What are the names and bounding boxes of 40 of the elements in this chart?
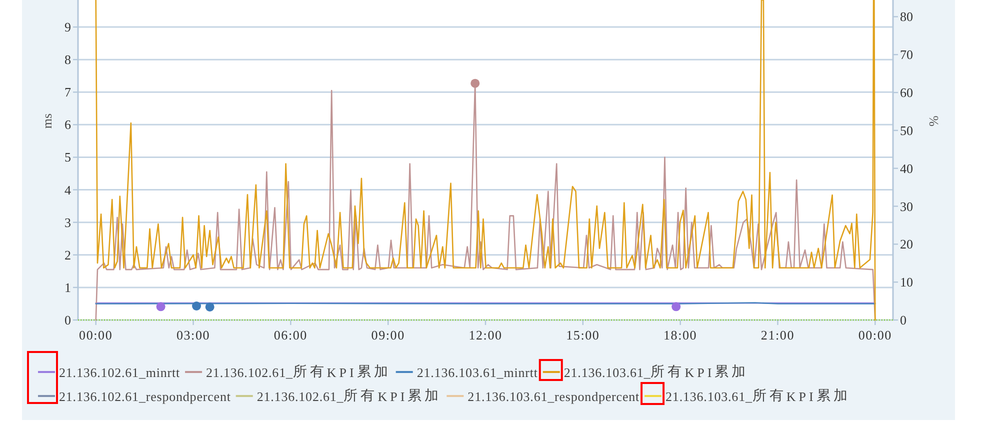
y-tick-label: 9 [64,20,71,35]
y2-tick-label: 40 [900,160,913,176]
y-tick-label: 7 [64,84,72,100]
y-tick-label: 4 [64,182,72,198]
y2-tick-label: 60 [900,85,913,100]
y2-tick-label: 0 [900,312,906,328]
y2-tick-label: 10 [900,274,913,290]
x-tick-label: 18:00 [664,328,698,342]
line-series [95,0,876,321]
y-tick-label: 3 [64,214,71,230]
point [672,302,681,312]
point [470,78,480,88]
legend-label: 21.136.103.61_minrtt [416,364,538,380]
y2-axis-title: % [926,116,942,127]
y2-tick-label: 20 [900,236,913,252]
y-tick-label: 1 [64,280,71,295]
x-tick-label: 00:00 [858,328,892,342]
y-tick-label: 5 [64,150,71,165]
legend-label: 21.136.102.61_minrtt [59,364,180,380]
y2-tick-label: 80 [900,9,913,24]
y-tick-label: 8 [64,52,71,68]
y2-tick-label: 70 [900,47,913,62]
y-tick-label: 0 [64,312,71,328]
legend-label: 21.136.102.61_respondpercent [59,388,231,404]
x-tick-label: 00:00 [79,328,113,342]
y-axis-title: ms [40,113,54,129]
point [205,302,214,312]
y-tick-label: 2 [64,247,71,262]
point [156,302,166,312]
x-tick-label: 06:00 [274,328,308,342]
x-tick-label: 15:00 [566,328,600,342]
x-tick-label: 21:00 [760,328,795,342]
y2-tick-label: 50 [900,122,913,138]
point [192,302,202,310]
y-tick-label: 6 [64,117,72,132]
x-tick-label: 09:00 [371,328,405,342]
legend-label: 21.136.103.61_respondpercent [468,388,640,404]
x-tick-label: 03:00 [176,328,210,342]
x-tick-label: 12:00 [468,328,502,342]
y2-tick-label: 30 [900,198,913,214]
